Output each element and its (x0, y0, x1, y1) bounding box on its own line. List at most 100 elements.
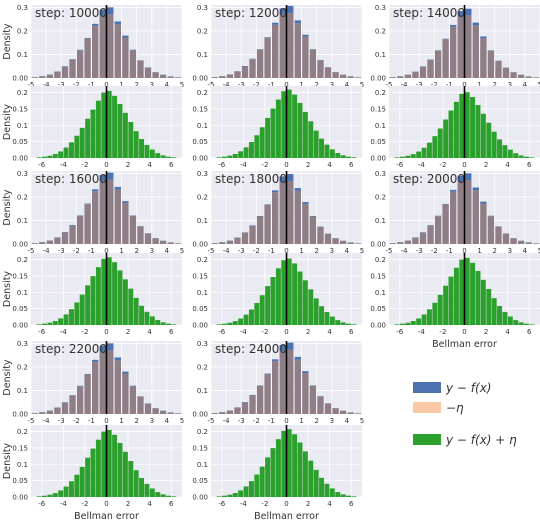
bar-sum (486, 289, 492, 325)
bar-sum (68, 309, 74, 325)
legend-label: −η (446, 401, 464, 415)
bar-overlap (324, 233, 332, 244)
bar-overlap (99, 351, 106, 414)
bar-sum (155, 492, 161, 497)
bar-sum (302, 280, 308, 325)
y-tick-label: 0.1 (17, 461, 28, 469)
bar-sum (63, 314, 69, 325)
bar-overlap (137, 60, 144, 78)
bar-sum (470, 262, 476, 325)
bar-sum (248, 481, 254, 497)
x-tick-label: -2 (439, 161, 446, 169)
panel-top-8: 0.00 0.1 0.2 0.3 -5 -4 -3 -2 -1 0 1 2 3 4 5 step: 24000 (192, 340, 364, 425)
y-tick-label: 0.2 (197, 363, 208, 371)
bar-sum (90, 448, 96, 497)
bar-overlap (487, 216, 495, 244)
bar-sum (319, 477, 325, 497)
bar-sum (275, 99, 281, 158)
bar-sum (464, 92, 470, 158)
x-tick-label: -2 (431, 81, 438, 89)
bar-sum (222, 156, 227, 158)
y-tick-label: 0.2 (375, 27, 386, 35)
x-tick-label: -4 (223, 81, 231, 89)
x-tick-label: 3 (150, 247, 154, 255)
bar-overlap (167, 242, 174, 244)
y-tick-label: 0.05 (12, 477, 28, 485)
bar-sum (491, 298, 497, 325)
bar-overlap (76, 386, 84, 414)
step-label: step: 24000 (215, 342, 287, 356)
bar-overlap (241, 66, 249, 78)
bar-overlap (31, 243, 38, 244)
bar-overlap (226, 74, 234, 78)
bar-overlap (517, 240, 525, 244)
x-tick-label: 4 (327, 161, 332, 169)
x-tick-label: -5 (208, 417, 215, 425)
bar-sum (410, 154, 416, 158)
bar-sum (166, 495, 171, 497)
bar-overlap (332, 238, 339, 244)
bar-y-minus-fx (99, 175, 106, 181)
bar-sum (85, 118, 91, 158)
bar-sum (335, 492, 341, 497)
bar-y-minus-fx (99, 9, 106, 16)
bar-sum (160, 322, 166, 325)
panel-bottom-5: 0.00 0.05 0.1 0.15 0.2 -6 -4 -2 0 2 4 6 (192, 253, 362, 336)
x-tick-label: -2 (253, 247, 260, 255)
x-tick-label: -1 (446, 247, 453, 255)
x-tick-label: 5 (360, 81, 364, 89)
bar-sum (400, 156, 405, 158)
bar-sum (335, 152, 341, 158)
bar-sum (243, 314, 249, 325)
y-axis-label: Density (2, 189, 13, 225)
bar-overlap (510, 238, 517, 244)
bar-overlap (31, 77, 38, 78)
bar-sum (222, 495, 227, 497)
legend-swatch (413, 382, 441, 393)
y-tick-label: 0.1 (17, 387, 28, 395)
bar-overlap (144, 67, 152, 78)
x-tick-label: 2 (484, 328, 488, 336)
x-tick-label: 5 (180, 417, 184, 425)
bar-sum (507, 316, 513, 325)
bar-overlap (465, 180, 472, 244)
y-tick-label: 0.1 (197, 461, 208, 469)
bar-overlap (167, 76, 174, 78)
bar-overlap (122, 203, 129, 244)
bar-sum (85, 457, 91, 497)
y-tick-label: 0.00 (192, 155, 208, 163)
bar-sum (112, 95, 118, 158)
y-tick-label: 0.15 (192, 444, 208, 452)
bar-overlap (84, 38, 91, 78)
bar-sum (238, 490, 244, 497)
y-tick-label: 0.1 (17, 122, 28, 130)
bar-y-minus-fx (302, 371, 309, 374)
x-tick-label: 2 (126, 500, 130, 508)
bar-sum (464, 257, 470, 325)
bar-overlap (264, 204, 271, 244)
bar-sum (335, 320, 341, 325)
x-tick-label: -2 (73, 247, 80, 255)
y-tick-label: 0.2 (197, 256, 208, 264)
bar-overlap (472, 190, 479, 244)
bar-overlap (294, 190, 301, 244)
bar-sum (324, 312, 330, 325)
x-tick-label: 1 (477, 247, 481, 255)
bar-sum (286, 258, 292, 325)
x-tick-label: -1 (268, 81, 275, 89)
bar-sum (480, 279, 486, 325)
bar-sum (313, 469, 319, 497)
bar-y-minus-fx (114, 357, 121, 361)
bar-sum (58, 490, 64, 497)
x-tick-label: 2 (314, 247, 318, 255)
bar-y-minus-fx (287, 342, 294, 350)
bar-overlap (480, 203, 487, 244)
x-tick-label: -5 (208, 81, 215, 89)
y-tick-label: 0.05 (192, 305, 208, 313)
bar-sum (232, 493, 238, 497)
bar-sum (222, 323, 227, 325)
x-tick-label: 5 (538, 81, 540, 89)
x-tick-label: 6 (169, 328, 174, 336)
x-tick-label: 0 (462, 81, 466, 89)
bar-sum (95, 439, 101, 497)
